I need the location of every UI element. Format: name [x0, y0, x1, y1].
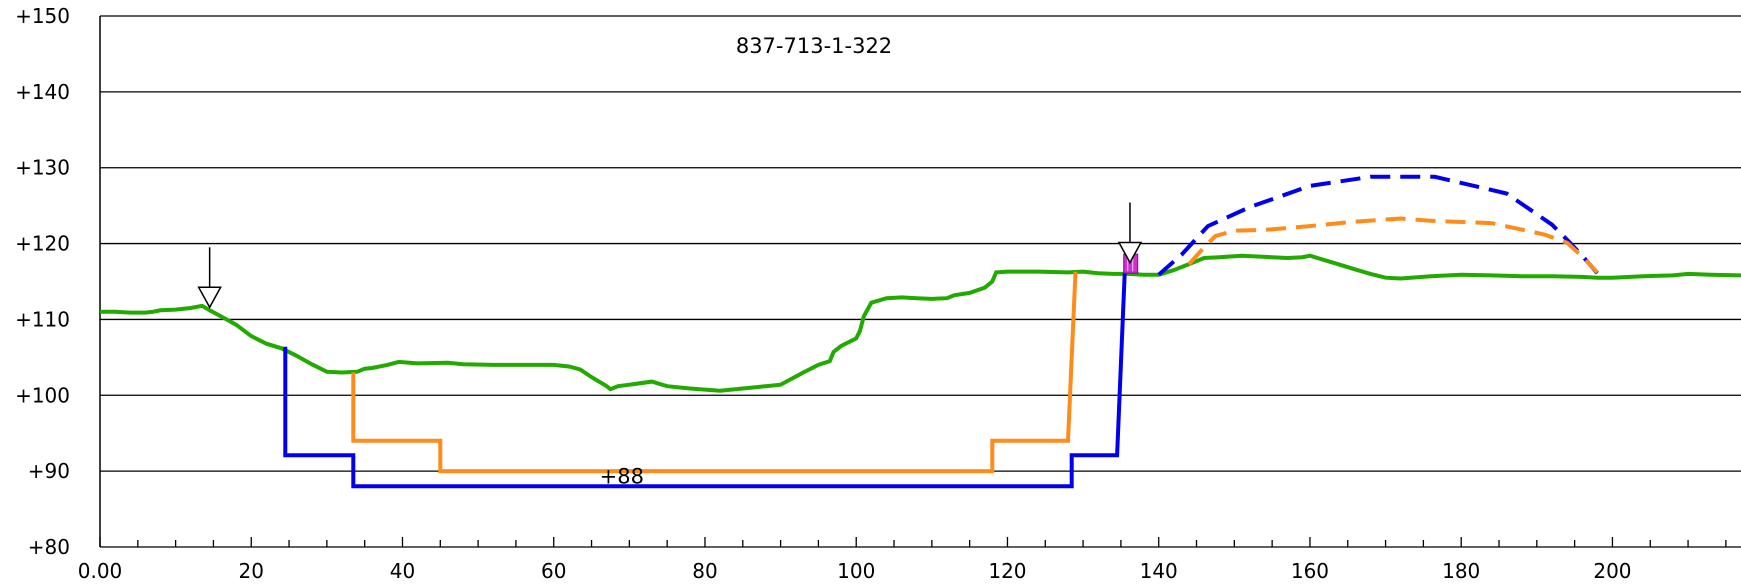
series-line-2 [283, 273, 1127, 489]
series-layer [100, 174, 1741, 489]
x-tick-label: 160 [1291, 559, 1329, 583]
marker-layer [197, 202, 1143, 309]
x-tick-label: 120 [988, 559, 1026, 583]
marker-triangle [1117, 241, 1143, 265]
series-line-1 [100, 253, 1741, 393]
x-tick-label: 20 [239, 559, 264, 583]
grid-layer [100, 15, 1741, 548]
marker-triangle [197, 286, 222, 309]
x-tick-label: 0.00 [78, 559, 123, 583]
chart-title: 837-713-1-322 [736, 34, 892, 58]
label-layer: +80 +90 +100 +110 +120 +130 +140 +150 0.00 20 40 60… [15, 4, 1631, 583]
y-tick-label: +110 [15, 307, 70, 331]
x-tick-label: 40 [390, 559, 415, 583]
y-tick-label: +120 [15, 232, 70, 256]
axis-layer [99, 16, 1727, 547]
x-tick-label: 180 [1442, 559, 1480, 583]
x-tick-label: 100 [837, 559, 875, 583]
y-tick-label: +140 [15, 80, 70, 104]
x-tick-label: 200 [1593, 559, 1631, 583]
series-line-4 [1157, 174, 1599, 277]
y-tick-label: +80 [28, 535, 70, 559]
y-tick-label: +90 [28, 459, 70, 483]
x-tick-label: 140 [1140, 559, 1178, 583]
series-line-3 [351, 271, 1078, 474]
y-tick-label: +130 [15, 156, 70, 180]
y-tick-label: +100 [15, 383, 70, 407]
y-tick-label: +150 [15, 4, 70, 28]
x-tick-label: 80 [692, 559, 717, 583]
series-line-5 [1187, 216, 1599, 274]
x-tick-label: 60 [541, 559, 566, 583]
annotation-label: +88 [600, 464, 644, 488]
